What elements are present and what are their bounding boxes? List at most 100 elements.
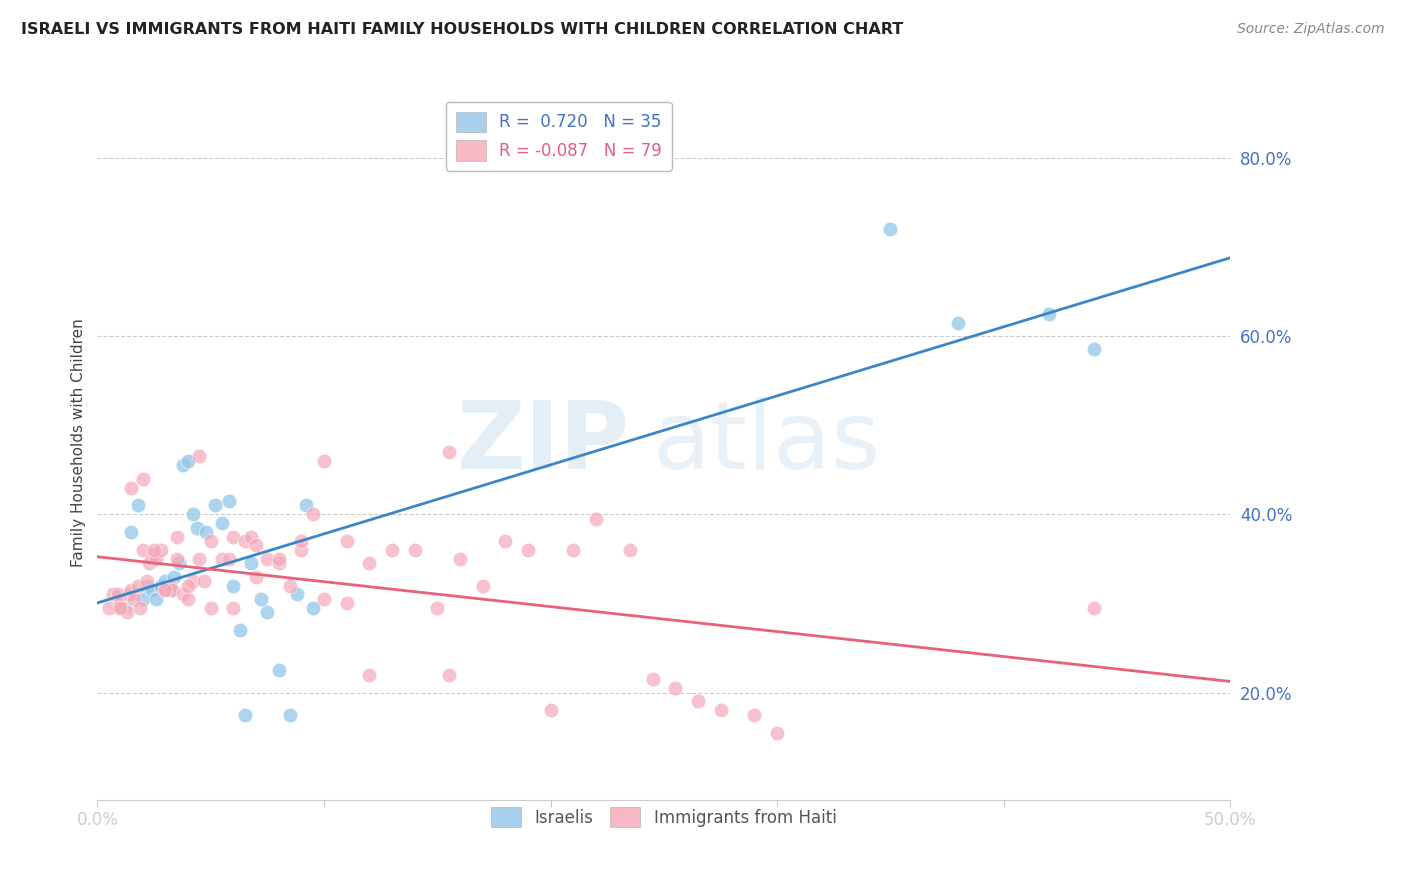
Point xyxy=(159,582,181,597)
Point xyxy=(120,582,142,597)
Point xyxy=(744,707,766,722)
Point xyxy=(181,574,204,588)
Point xyxy=(172,587,194,601)
Point xyxy=(426,600,449,615)
Point xyxy=(103,587,125,601)
Point xyxy=(494,534,516,549)
Point xyxy=(159,578,181,592)
Point xyxy=(381,542,404,557)
Point xyxy=(107,587,129,601)
Point xyxy=(149,542,172,557)
Point xyxy=(131,472,153,486)
Point xyxy=(686,694,709,708)
Point xyxy=(267,551,290,566)
Point xyxy=(177,591,200,606)
Point xyxy=(312,454,335,468)
Point xyxy=(136,574,159,588)
Point xyxy=(1083,343,1105,357)
Point xyxy=(879,222,901,236)
Text: ISRAELI VS IMMIGRANTS FROM HAITI FAMILY HOUSEHOLDS WITH CHILDREN CORRELATION CHA: ISRAELI VS IMMIGRANTS FROM HAITI FAMILY … xyxy=(21,22,903,37)
Point xyxy=(204,499,226,513)
Point xyxy=(948,316,970,330)
Point xyxy=(359,556,381,570)
Point xyxy=(188,450,211,464)
Point xyxy=(131,591,153,606)
Point xyxy=(256,551,278,566)
Point xyxy=(449,551,471,566)
Point xyxy=(222,578,245,592)
Point xyxy=(336,596,359,610)
Point xyxy=(471,578,494,592)
Point xyxy=(278,578,301,592)
Point xyxy=(145,551,167,566)
Point xyxy=(195,525,218,540)
Point xyxy=(516,542,538,557)
Y-axis label: Family Households with Children: Family Households with Children xyxy=(72,318,86,567)
Point xyxy=(143,547,166,561)
Point xyxy=(166,551,188,566)
Point xyxy=(664,681,686,695)
Point xyxy=(437,667,460,681)
Point xyxy=(167,556,190,570)
Point xyxy=(1038,307,1060,321)
Point xyxy=(245,569,267,583)
Point xyxy=(766,725,789,739)
Point xyxy=(233,707,256,722)
Point xyxy=(155,582,177,597)
Point xyxy=(108,600,131,615)
Point xyxy=(290,534,312,549)
Point xyxy=(200,534,222,549)
Point xyxy=(295,499,318,513)
Point xyxy=(585,512,607,526)
Point xyxy=(359,667,381,681)
Point xyxy=(1083,600,1105,615)
Point xyxy=(138,556,160,570)
Point xyxy=(336,534,359,549)
Text: atlas: atlas xyxy=(652,397,880,489)
Point xyxy=(619,542,641,557)
Point xyxy=(127,499,149,513)
Point xyxy=(267,556,290,570)
Point xyxy=(131,542,153,557)
Point xyxy=(160,582,183,597)
Point xyxy=(177,454,200,468)
Point xyxy=(211,516,233,531)
Text: Source: ZipAtlas.com: Source: ZipAtlas.com xyxy=(1237,22,1385,37)
Point xyxy=(218,494,240,508)
Point xyxy=(111,600,134,615)
Point xyxy=(229,623,252,637)
Point xyxy=(211,551,233,566)
Point xyxy=(233,534,256,549)
Point xyxy=(404,542,426,557)
Point xyxy=(118,587,141,601)
Point xyxy=(186,521,208,535)
Point xyxy=(240,556,263,570)
Legend: Israelis, Immigrants from Haiti: Israelis, Immigrants from Haiti xyxy=(485,800,844,834)
Point xyxy=(120,525,142,540)
Point xyxy=(437,445,460,459)
Point xyxy=(115,605,138,619)
Point xyxy=(97,600,120,615)
Point xyxy=(249,591,271,606)
Point xyxy=(172,458,194,473)
Point xyxy=(267,663,290,677)
Point xyxy=(301,508,323,522)
Point xyxy=(141,582,163,597)
Point xyxy=(562,542,585,557)
Point xyxy=(641,672,664,686)
Point xyxy=(145,591,167,606)
Point xyxy=(193,574,215,588)
Point xyxy=(312,591,335,606)
Text: ZIP: ZIP xyxy=(457,397,630,489)
Point xyxy=(108,596,131,610)
Point xyxy=(222,530,245,544)
Point xyxy=(709,703,731,717)
Point xyxy=(290,542,312,557)
Point xyxy=(301,600,323,615)
Point xyxy=(218,551,240,566)
Point xyxy=(155,582,177,597)
Point xyxy=(122,591,145,606)
Point xyxy=(245,539,267,553)
Point xyxy=(120,481,142,495)
Point xyxy=(127,578,149,592)
